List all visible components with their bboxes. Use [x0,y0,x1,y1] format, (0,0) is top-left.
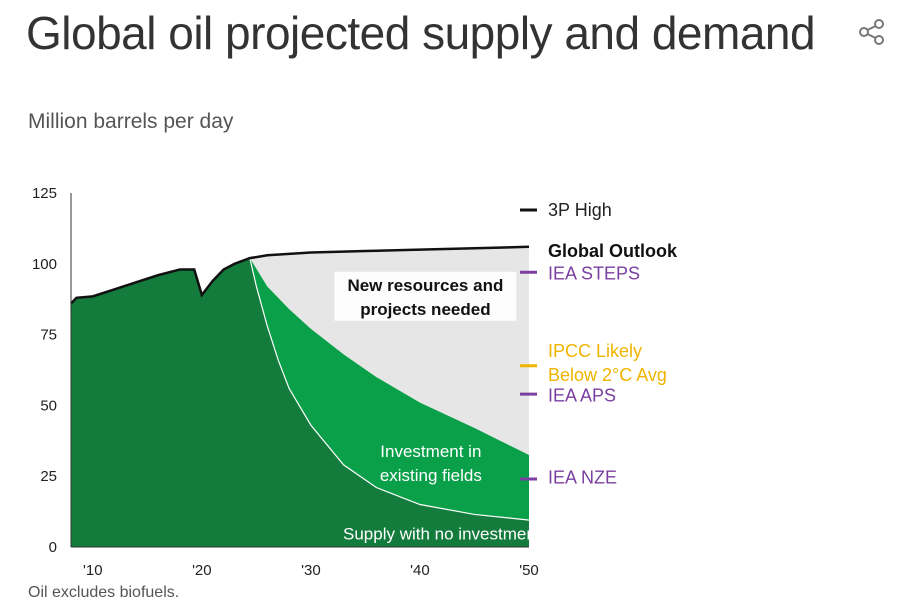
marker-label-ipcc-likely-below-2-c-avg: Below 2°C Avg [548,365,667,385]
marker-label-ipcc-likely-below-2-c-avg: IPCC Likely [548,341,642,361]
chart-subtitle: Million barrels per day [28,110,234,133]
area-label-background [334,271,517,321]
page-title: Global oil projected supply and demand [26,7,816,59]
area-label-text: New resources and [347,276,503,295]
marker-label-iea-steps: IEA STEPS [548,264,640,284]
y-tick-label: 75 [40,327,57,344]
series-line-global-outlook [70,245,530,305]
y-tick-label: 25 [40,468,57,485]
decline-curve-line [249,258,530,521]
x-tick-label: '10 [83,562,103,579]
marker-label-iea-nze: IEA NZE [548,468,617,488]
footnote: Oil excludes biofuels. [28,584,180,601]
x-tick-label: '50 [519,562,539,579]
y-tick-label: 0 [49,539,57,556]
x-tick-label: '30 [301,562,321,579]
area-label-investment-existing-fields: Investment in [380,442,481,461]
area-label-text: projects needed [360,300,490,319]
y-tick-label: 125 [32,185,57,202]
x-tick-label: '40 [410,562,430,579]
marker-label-3p-high: 3P High [548,200,612,220]
share-icon[interactable] [856,16,888,48]
y-tick-label: 100 [32,256,57,273]
area-label-investment-existing-fields: existing fields [380,466,482,485]
y-tick-label: 50 [40,397,57,414]
x-tick-label: '20 [192,562,212,579]
marker-label-global-outlook: Global Outlook [548,241,678,261]
area-supply-no-investment [71,258,529,547]
marker-label-iea-aps: IEA APS [548,385,616,405]
area-label-new-resources: New resources and projects needed [334,271,517,321]
area-label-supply-no-investment: Supply with no investment [343,525,541,544]
